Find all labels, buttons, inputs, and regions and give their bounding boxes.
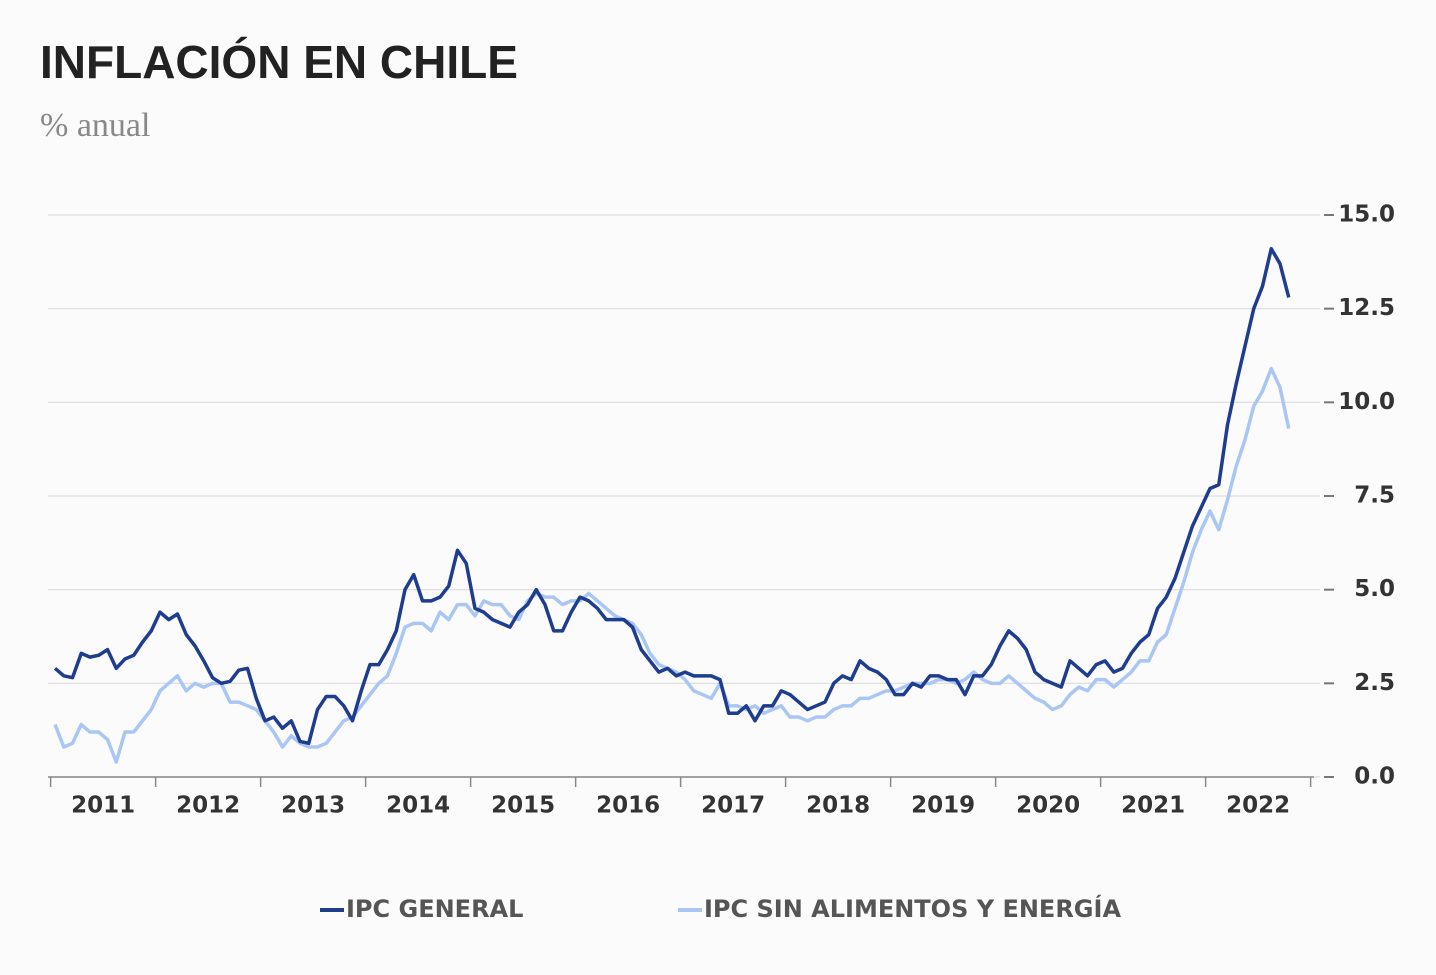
y-tick-label: 7.5 [1354,483,1395,509]
chart-subtitle: % anual [40,107,150,144]
legend-label: IPC GENERAL [346,895,523,923]
x-tick-label: 2022 [1226,793,1290,819]
x-tick-label: 2017 [701,793,765,819]
x-tick-label: 2021 [1121,793,1185,819]
x-tick-label: 2016 [596,793,660,819]
y-tick-label: 0.0 [1354,764,1395,790]
y-tick-label: 15.0 [1338,202,1395,228]
x-tick-label: 2020 [1016,793,1080,819]
y-tick-label: 5.0 [1354,576,1395,602]
chart-title: INFLACIÓN EN CHILE [40,36,518,88]
x-tick-label: 2018 [806,793,870,819]
x-tick-label: 2013 [281,793,345,819]
y-tick-label: 10.0 [1338,389,1395,415]
x-tick-label: 2012 [176,793,240,819]
series-line [53,366,1291,764]
y-tick-label: 2.5 [1354,670,1395,696]
x-tick-label: 2014 [386,793,450,819]
y-tick-label: 12.5 [1338,295,1395,321]
x-tick-label: 2015 [491,793,555,819]
legend-label: IPC SIN ALIMENTOS Y ENERGÍA [704,894,1121,923]
x-tick-label: 2019 [911,793,975,819]
series-line [53,246,1291,746]
x-tick-label: 2011 [71,793,135,819]
